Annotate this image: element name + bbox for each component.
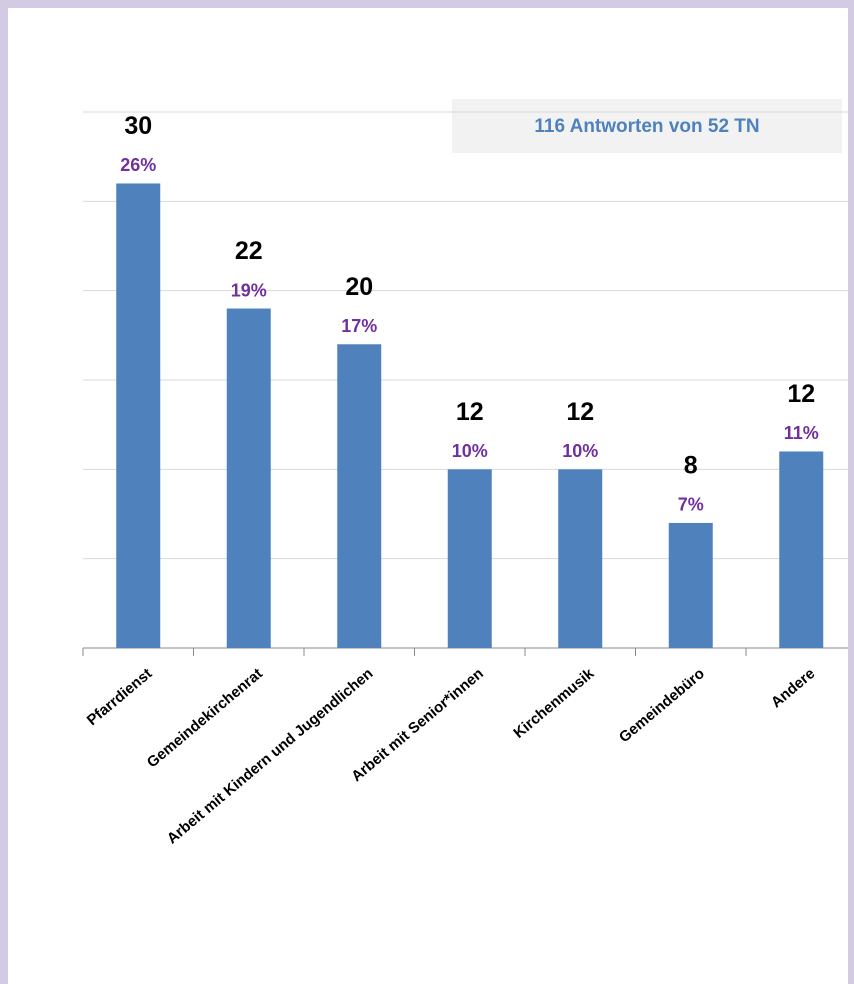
count-label: 12	[787, 380, 815, 408]
annotation-box	[452, 99, 842, 153]
percent-label: 26%	[120, 155, 156, 175]
bar	[337, 344, 382, 648]
count-label: 22	[235, 237, 263, 265]
percent-label: 10%	[562, 441, 598, 461]
bar	[779, 451, 824, 648]
count-label: 12	[566, 398, 594, 426]
percent-label: 19%	[231, 280, 267, 300]
percent-label: 10%	[452, 441, 488, 461]
percent-label: 17%	[341, 316, 377, 336]
count-label: 12	[456, 398, 484, 426]
bar	[116, 183, 161, 648]
bar	[447, 469, 492, 648]
annotation: 116 Antworten von 52 TN	[534, 116, 759, 137]
bar	[226, 308, 271, 648]
count-label: 8	[684, 452, 698, 480]
count-label: 20	[345, 273, 373, 301]
bar	[558, 469, 603, 648]
bar	[668, 522, 713, 648]
percent-label: 7%	[678, 495, 704, 515]
count-label: 30	[124, 112, 152, 140]
percent-label: 11%	[784, 423, 819, 443]
